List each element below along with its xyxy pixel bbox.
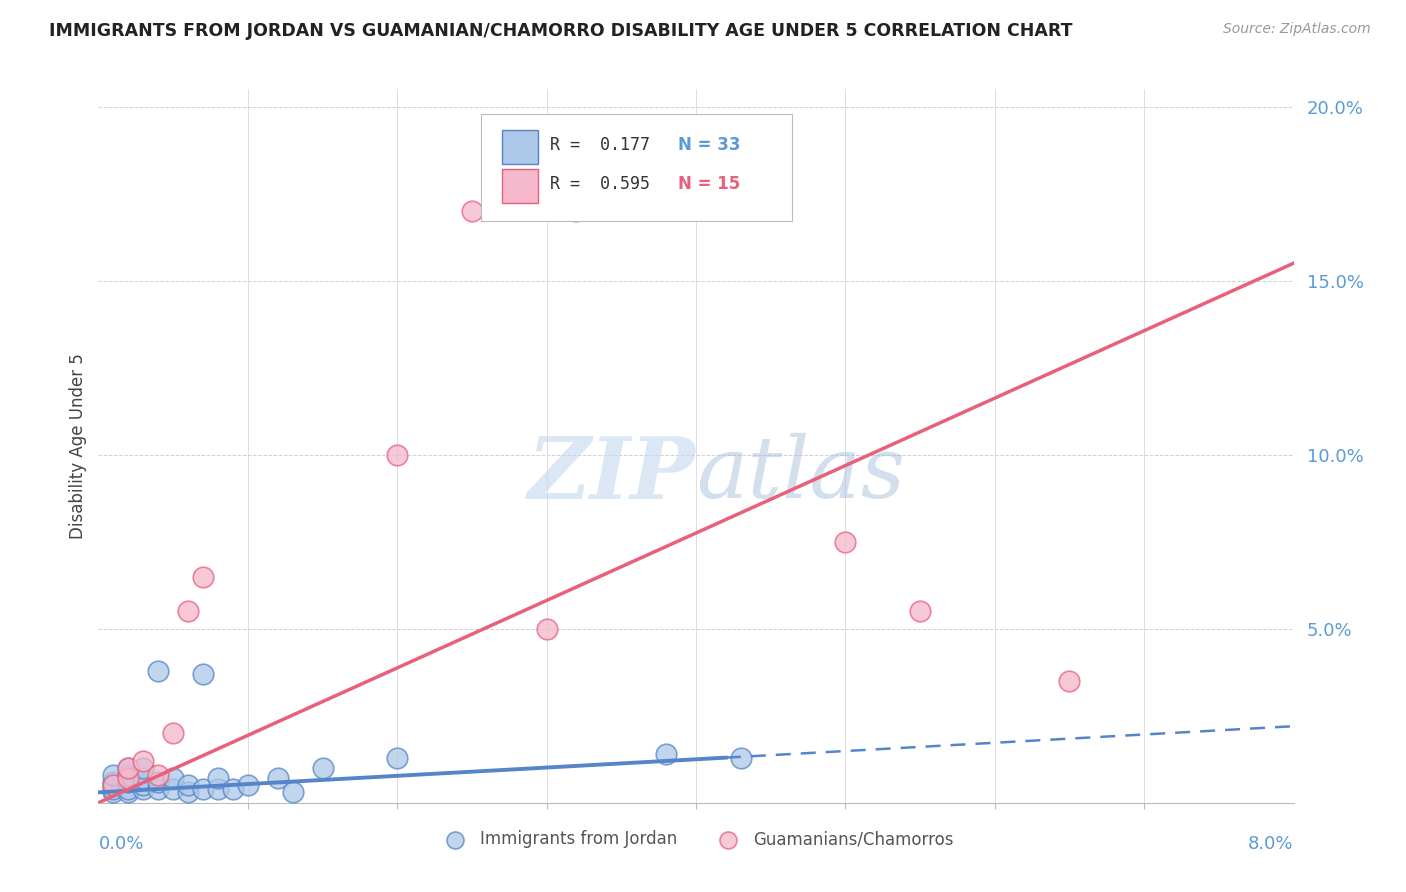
- Point: [177, 604, 200, 618]
- Point: [311, 761, 333, 775]
- Point: [1059, 673, 1081, 688]
- Legend: Immigrants from Jordan, Guamanians/Chamorros: Immigrants from Jordan, Guamanians/Chamo…: [432, 824, 960, 855]
- Text: Source: ZipAtlas.com: Source: ZipAtlas.com: [1223, 22, 1371, 37]
- Point: [385, 448, 409, 462]
- FancyBboxPatch shape: [481, 114, 792, 221]
- Point: [103, 778, 125, 792]
- Point: [117, 768, 139, 782]
- Point: [162, 781, 184, 796]
- Text: R =  0.595: R = 0.595: [550, 175, 650, 193]
- Point: [117, 761, 139, 775]
- Point: [385, 750, 409, 764]
- Text: N = 33: N = 33: [678, 136, 741, 153]
- Point: [191, 667, 214, 681]
- Text: 0.0%: 0.0%: [98, 835, 143, 853]
- Point: [162, 726, 184, 740]
- Point: [148, 664, 170, 678]
- Point: [281, 785, 304, 799]
- Point: [177, 785, 200, 799]
- Point: [207, 772, 229, 786]
- Point: [191, 781, 214, 796]
- Point: [117, 785, 139, 799]
- Text: ZIP: ZIP: [529, 433, 696, 516]
- Point: [132, 781, 155, 796]
- Point: [267, 772, 290, 786]
- Point: [132, 772, 155, 786]
- Point: [908, 604, 931, 618]
- Point: [117, 781, 139, 796]
- Point: [103, 775, 125, 789]
- Point: [222, 781, 245, 796]
- Point: [655, 747, 678, 761]
- Point: [148, 781, 170, 796]
- Text: R =  0.177: R = 0.177: [550, 136, 650, 153]
- Point: [132, 778, 155, 792]
- Point: [117, 772, 139, 786]
- Text: 8.0%: 8.0%: [1249, 835, 1294, 853]
- Text: N = 15: N = 15: [678, 175, 741, 193]
- Point: [103, 768, 125, 782]
- Y-axis label: Disability Age Under 5: Disability Age Under 5: [69, 353, 87, 539]
- Point: [132, 761, 155, 775]
- Point: [730, 750, 752, 764]
- FancyBboxPatch shape: [502, 169, 538, 203]
- Point: [117, 761, 139, 775]
- Point: [148, 768, 170, 782]
- Point: [536, 622, 558, 636]
- Point: [103, 778, 125, 792]
- Point: [132, 754, 155, 768]
- Point: [103, 781, 125, 796]
- Point: [565, 204, 588, 219]
- Point: [191, 569, 214, 583]
- Point: [177, 778, 200, 792]
- Text: IMMIGRANTS FROM JORDAN VS GUAMANIAN/CHAMORRO DISABILITY AGE UNDER 5 CORRELATION : IMMIGRANTS FROM JORDAN VS GUAMANIAN/CHAM…: [49, 22, 1073, 40]
- Point: [162, 772, 184, 786]
- FancyBboxPatch shape: [502, 130, 538, 164]
- Point: [236, 778, 259, 792]
- Point: [834, 534, 856, 549]
- Point: [117, 775, 139, 789]
- Point: [148, 775, 170, 789]
- Text: atlas: atlas: [696, 434, 905, 516]
- Point: [103, 785, 125, 799]
- Point: [207, 781, 229, 796]
- Point: [461, 204, 484, 219]
